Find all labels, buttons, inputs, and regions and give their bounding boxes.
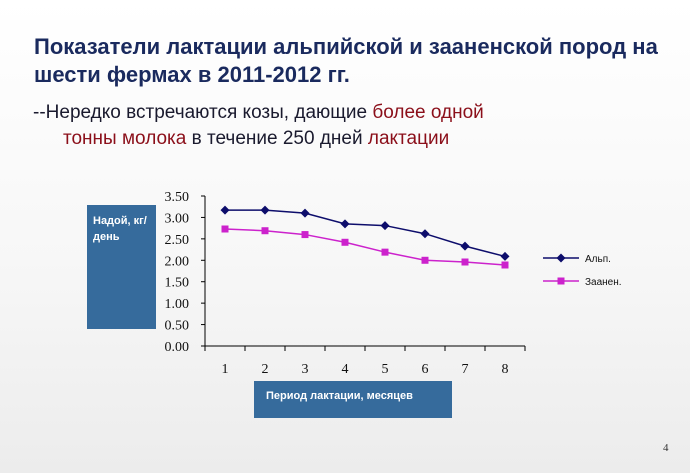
slide-title: Показатели лактации альпийской и зааненс… [34,34,658,87]
series-line-2 [224,228,506,266]
x-tick-label: 7 [462,362,469,377]
y-tick-label: 2.50 [165,233,190,248]
x-tick-label: 3 [302,362,309,377]
data-point-diamond [340,219,350,229]
data-point-square [501,261,509,269]
data-point-diamond [460,241,470,251]
slide-subtitle: --Нередко встречаются козы, дающие более… [33,100,653,152]
y-tick-label: 1.00 [165,297,190,312]
x-tick-label: 2 [262,362,269,377]
subtitle-line-2: тонны молока в течение 250 дней лактации [33,128,449,149]
data-point-square [221,225,229,233]
x-axis-label: Период лактации, месяцев [254,381,452,418]
y-tick-label: 0.50 [165,319,190,334]
subtitle-highlight-1: более одной [372,102,484,123]
y-tick-label: 3.00 [165,211,190,226]
x-tick-label: 1 [222,362,229,377]
y-axis-label: Надой, кг/день [87,205,156,329]
y-tick-label: 2.00 [165,254,190,269]
data-point-diamond [220,205,230,215]
data-point-square [461,258,469,266]
y-tick-label: 0.00 [165,340,190,355]
subtitle-part-4: в течение 250 дней [186,128,368,149]
legend-marker-square [557,277,565,285]
subtitle-highlight-2: тонны молока [63,128,187,149]
x-tick-label: 4 [342,362,349,377]
data-point-square [301,231,309,239]
x-tick-label: 8 [502,362,509,377]
legend-label-1: Альп. [585,254,611,265]
data-point-diamond [260,205,270,215]
data-point-square [421,256,429,264]
data-point-diamond [300,208,310,218]
subtitle-highlight-3: лактации [367,128,450,149]
subtitle-part-1: --Нередко встречаются козы, дающие [33,102,373,123]
legend-label-2: Заанен. [585,277,622,288]
data-point-square [261,227,269,235]
legend-marker-diamond [556,253,566,263]
data-point-diamond [380,221,390,231]
y-tick-label: 3.50 [165,190,190,205]
data-point-square [381,248,389,256]
data-point-diamond [500,251,510,261]
data-point-square [341,238,349,246]
x-tick-label: 6 [422,362,429,377]
series-line-1 [225,209,506,258]
page-number: 4 [663,442,669,454]
data-point-diamond [420,229,430,239]
x-tick-label: 5 [382,362,389,377]
y-tick-label: 1.50 [165,276,190,291]
